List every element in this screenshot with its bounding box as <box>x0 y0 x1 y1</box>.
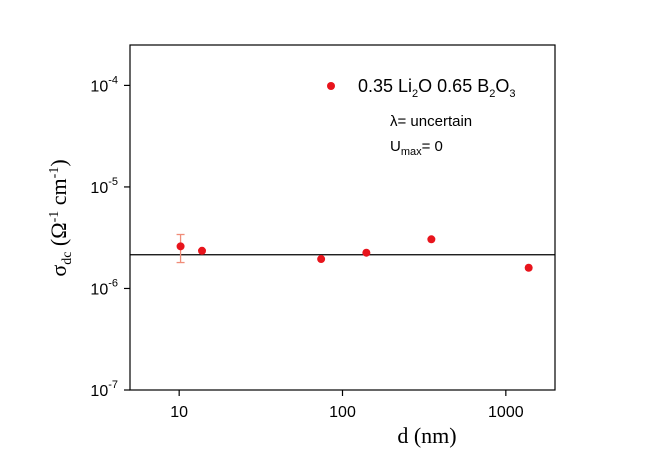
data-point <box>176 242 185 251</box>
legend: 0.35 Li2O 0.65 B2O3 <box>327 76 515 100</box>
data-point <box>362 248 371 257</box>
legend-marker <box>327 82 335 90</box>
x-tick-label: 1000 <box>488 404 524 421</box>
data-point <box>198 246 207 255</box>
data-points <box>176 233 533 272</box>
x-tick-label: 10 <box>170 404 188 421</box>
x-axis-title: d (nm) <box>397 423 456 448</box>
y-axis: 10-4 10-5 10-6 10-7 <box>90 74 130 400</box>
annotation-lambda: λ= uncertain <box>390 113 472 130</box>
y-tick-label: 10-6 <box>90 277 118 298</box>
data-point <box>317 255 326 264</box>
data-point <box>427 235 436 244</box>
y-axis-title: σdc (Ω-1 cm-1) <box>46 159 75 276</box>
data-point <box>524 263 533 272</box>
x-axis: 10 100 1000 <box>170 390 524 421</box>
y-tick-label: 10-7 <box>90 379 118 400</box>
legend-label: 0.35 Li2O 0.65 B2O3 <box>358 76 515 100</box>
annotation-umax: Umax= 0 <box>390 138 443 158</box>
x-tick-label: 100 <box>329 404 356 421</box>
y-tick-label: 10-4 <box>90 74 118 95</box>
y-tick-label: 10-5 <box>90 176 118 197</box>
